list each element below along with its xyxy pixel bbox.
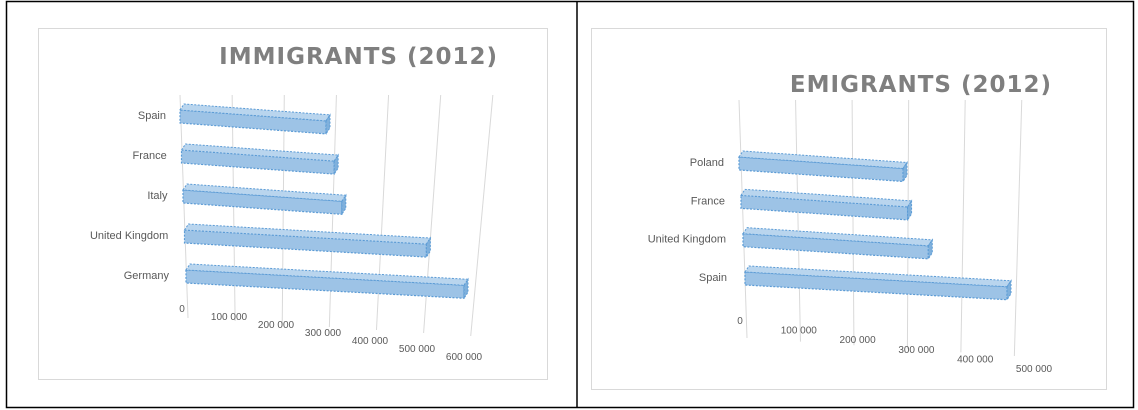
tick-label: 400 000	[352, 336, 389, 347]
bar-end	[425, 236, 431, 259]
bar	[740, 188, 913, 222]
bar-top	[185, 263, 469, 286]
category-labels: Poland France United Kingdom Spain	[648, 157, 727, 284]
bar	[183, 223, 432, 259]
bar-end	[1006, 279, 1012, 302]
tick-label: 300 000	[898, 345, 935, 356]
bar-end	[333, 153, 339, 176]
bar-end	[341, 193, 347, 216]
tick-label: 300 000	[305, 328, 342, 339]
tick-labels: 0 100 000 200 000 300 000 400 000 500 000 600 …	[179, 304, 482, 363]
tick-label: 100 000	[781, 326, 818, 337]
bar-end	[902, 160, 908, 184]
gridline	[738, 99, 748, 339]
bar	[182, 183, 347, 216]
category-labels: Spain France Italy United Kingdom Germany	[90, 110, 170, 282]
bar-top	[179, 103, 331, 122]
category-label: United Kingdom	[648, 234, 726, 246]
category-label: Poland	[690, 157, 724, 169]
category-label: France	[691, 195, 725, 207]
bars	[738, 150, 1012, 302]
tick-label: 200 000	[840, 335, 877, 346]
gridline	[960, 99, 966, 353]
bar	[742, 227, 934, 261]
bar-front	[744, 271, 1008, 301]
gridline	[851, 99, 855, 346]
tick-label: 100 000	[211, 312, 248, 323]
bar-end	[907, 199, 913, 222]
gridline	[470, 94, 494, 337]
gridlines	[738, 99, 1023, 357]
bar-end	[463, 277, 469, 300]
bar-front	[738, 156, 904, 183]
gridline	[906, 99, 910, 349]
bar-end	[325, 113, 331, 136]
gridline	[1013, 99, 1023, 357]
bars	[179, 103, 469, 300]
tick-label: 0	[179, 304, 185, 315]
chart-title: EMIGRANTS (2012)	[790, 72, 1052, 98]
bar-front	[742, 233, 929, 260]
bar-end	[927, 238, 933, 261]
bar	[738, 150, 908, 184]
category-label: Spain	[138, 110, 166, 122]
tick-label: 0	[737, 316, 743, 327]
tick-label: 400 000	[957, 354, 994, 365]
chart-title: IMMIGRANTS (2012)	[219, 44, 498, 70]
category-label: Italy	[147, 190, 168, 202]
tick-labels: 0 100 000 200 000 300 000 400 000 500 000	[737, 316, 1052, 375]
immigrants-chart: IMMIGRANTS (2012) Spain France Italy United…	[38, 28, 548, 380]
tick-label: 500 000	[399, 344, 436, 355]
bar	[185, 263, 469, 300]
category-label: Germany	[124, 270, 170, 282]
category-label: United Kingdom	[90, 230, 168, 242]
tick-label: 600 000	[446, 352, 483, 363]
bar-top	[180, 143, 340, 162]
gridline	[795, 99, 801, 342]
bar	[179, 103, 331, 136]
tick-label: 500 000	[1016, 364, 1053, 375]
bar	[180, 143, 340, 176]
category-label: Spain	[699, 272, 727, 284]
bar	[744, 265, 1012, 302]
bar-top	[740, 188, 913, 208]
category-label: France	[133, 150, 167, 162]
tick-label: 200 000	[258, 320, 295, 331]
emigrants-chart: EMIGRANTS (2012) Poland France United King…	[591, 28, 1107, 390]
